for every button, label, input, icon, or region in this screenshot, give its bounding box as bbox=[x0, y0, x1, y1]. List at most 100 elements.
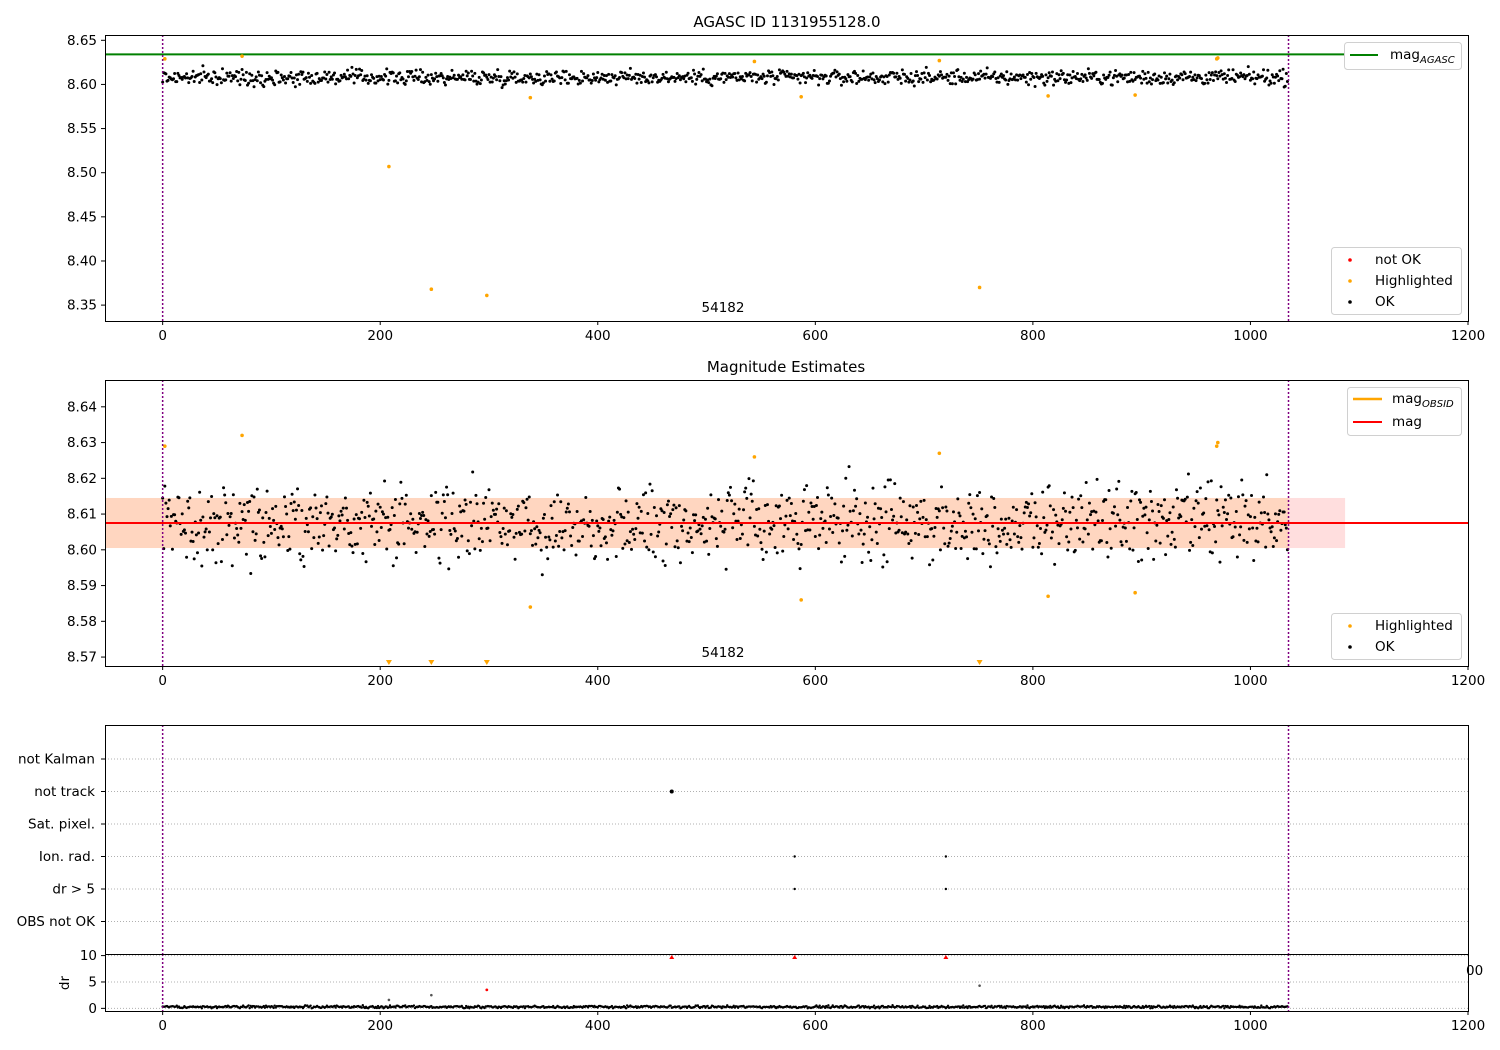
ok-point bbox=[1170, 78, 1174, 82]
ok-point bbox=[1209, 73, 1213, 77]
ytick-label: 8.45 bbox=[67, 209, 97, 225]
flag-category-label: not Kalman bbox=[18, 752, 95, 768]
ok-point bbox=[349, 74, 353, 78]
p1-xtick-label: 200 bbox=[367, 328, 393, 344]
ok-point bbox=[409, 512, 413, 516]
ok-point bbox=[937, 74, 941, 78]
ok-point bbox=[551, 545, 555, 549]
ok-point bbox=[919, 77, 923, 81]
ok-point bbox=[689, 535, 693, 539]
ok-point bbox=[1283, 84, 1287, 88]
ok-point bbox=[243, 79, 247, 83]
ok-point bbox=[230, 74, 234, 78]
ok-point bbox=[527, 495, 531, 499]
ok-point bbox=[888, 478, 892, 482]
panel-dr-ylabel: dr bbox=[57, 975, 73, 990]
ok-point bbox=[254, 75, 258, 79]
ok-point bbox=[1022, 511, 1026, 515]
ok-point bbox=[733, 502, 737, 506]
ok-point bbox=[1270, 73, 1274, 77]
ok-point bbox=[577, 539, 581, 543]
ok-point bbox=[309, 81, 313, 85]
ok-point bbox=[933, 526, 937, 530]
ok-point bbox=[296, 487, 300, 491]
ok-point bbox=[787, 72, 791, 76]
ok-point bbox=[424, 518, 428, 522]
ok-point bbox=[715, 544, 719, 548]
ok-point bbox=[1197, 536, 1201, 540]
ok-point bbox=[611, 529, 615, 533]
ok-point bbox=[956, 68, 960, 72]
ok-point bbox=[370, 73, 374, 77]
ytick-label: 0 bbox=[88, 1001, 97, 1017]
panel-mag-estimates-annotation: 54182 bbox=[702, 645, 745, 661]
ok-point bbox=[278, 80, 282, 84]
ok-point bbox=[787, 496, 791, 500]
highlighted-point bbox=[387, 998, 391, 1002]
ok-point bbox=[271, 78, 275, 82]
ok-point bbox=[175, 80, 179, 84]
ok-point bbox=[1037, 542, 1041, 546]
ok-point bbox=[1012, 532, 1016, 536]
ok-point bbox=[1058, 77, 1062, 81]
flag-point bbox=[669, 789, 674, 794]
ok-point bbox=[1049, 536, 1053, 540]
ok-point bbox=[997, 534, 1001, 538]
ok-point bbox=[1025, 73, 1029, 77]
ok-point bbox=[397, 542, 401, 546]
ok-point bbox=[1115, 487, 1119, 491]
ok-point bbox=[392, 513, 396, 517]
highlighted-point bbox=[937, 58, 942, 63]
ok-point bbox=[198, 490, 202, 494]
ok-point bbox=[1225, 518, 1229, 522]
ok-point bbox=[281, 535, 285, 539]
ok-point bbox=[177, 496, 181, 500]
flag-category-label: Ion. rad. bbox=[39, 849, 95, 865]
ok-point bbox=[1143, 513, 1147, 517]
ok-point bbox=[1233, 79, 1237, 83]
ok-point bbox=[205, 548, 209, 552]
ok-point bbox=[623, 542, 627, 546]
ok-point bbox=[839, 83, 843, 87]
ok-point bbox=[1015, 508, 1019, 512]
ok-point bbox=[353, 73, 357, 77]
ok-point bbox=[438, 561, 442, 565]
ok-point bbox=[843, 554, 847, 558]
ok-point bbox=[719, 524, 723, 528]
ok-point bbox=[563, 78, 567, 82]
ok-point bbox=[1199, 527, 1203, 531]
ok-point bbox=[730, 499, 734, 503]
ok-point bbox=[393, 498, 397, 502]
ok-point bbox=[824, 74, 828, 78]
ok-point bbox=[1263, 511, 1267, 515]
ok-point bbox=[609, 79, 613, 83]
ok-point bbox=[204, 527, 208, 531]
ok-point bbox=[1149, 500, 1153, 504]
ok-point bbox=[905, 518, 909, 522]
ok-point bbox=[1166, 81, 1170, 85]
ok-point bbox=[745, 496, 749, 500]
ok-point bbox=[256, 70, 260, 74]
ok-point bbox=[589, 81, 593, 85]
ok-point bbox=[1244, 499, 1248, 503]
ok-point bbox=[806, 71, 810, 75]
ok-point bbox=[319, 504, 323, 508]
ok-point bbox=[871, 486, 875, 490]
off-scale-marker bbox=[385, 660, 392, 665]
ok-point bbox=[1279, 528, 1283, 532]
ok-point bbox=[799, 543, 803, 547]
ytick-label: 8.62 bbox=[67, 471, 97, 487]
highlighted-point bbox=[429, 287, 434, 292]
ok-point bbox=[709, 493, 713, 497]
ok-point bbox=[945, 72, 949, 76]
ok-point bbox=[1047, 71, 1051, 75]
ok-point bbox=[1205, 1005, 1209, 1008]
ok-point bbox=[1128, 547, 1132, 551]
ok-point bbox=[960, 1006, 964, 1009]
ok-point bbox=[210, 77, 214, 81]
ok-point bbox=[960, 80, 964, 84]
ok-point bbox=[410, 527, 414, 531]
ok-point bbox=[880, 515, 884, 519]
ok-point bbox=[413, 74, 417, 78]
ok-point bbox=[340, 513, 344, 517]
